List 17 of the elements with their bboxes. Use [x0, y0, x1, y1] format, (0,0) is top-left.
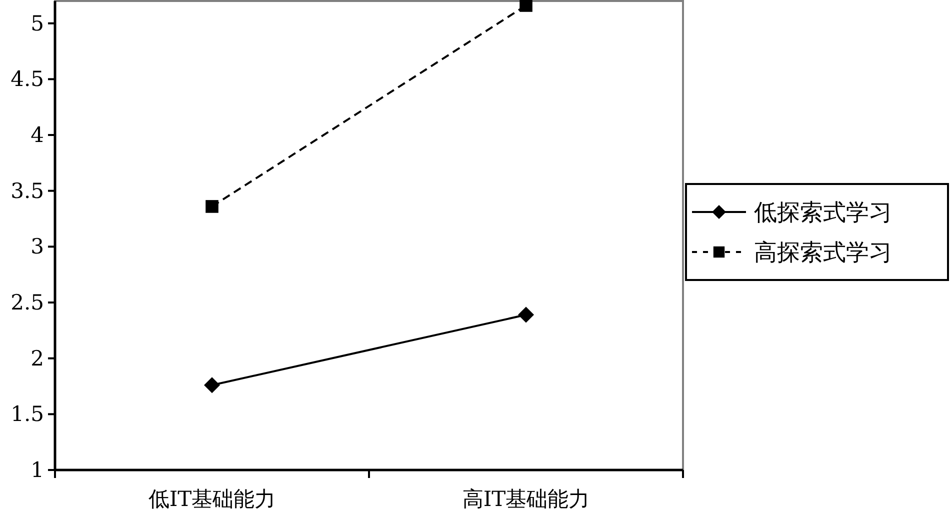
- point: [204, 377, 220, 394]
- y-tick-label: 2: [30, 346, 44, 370]
- y-tick-label: 3: [30, 234, 44, 259]
- x-tick-label: 低IT基础能力: [148, 487, 276, 511]
- x-tick-label: 高IT基础能力: [462, 487, 590, 511]
- point: [206, 200, 218, 213]
- y-tick-label: 2.5: [10, 290, 44, 314]
- legend-label: 高探索式学习: [754, 240, 892, 266]
- point: [518, 306, 534, 323]
- legend-label: 低探索式学习: [754, 200, 892, 226]
- y-tick-label: 3.5: [10, 178, 44, 203]
- y-tick-label: 1.5: [10, 402, 44, 426]
- y-tick-label: 1: [30, 458, 44, 482]
- y-tick-label: 4: [30, 123, 44, 147]
- y-tick-label: 4.5: [10, 67, 44, 92]
- point: [520, 0, 532, 12]
- y-tick-label: 5: [30, 11, 44, 36]
